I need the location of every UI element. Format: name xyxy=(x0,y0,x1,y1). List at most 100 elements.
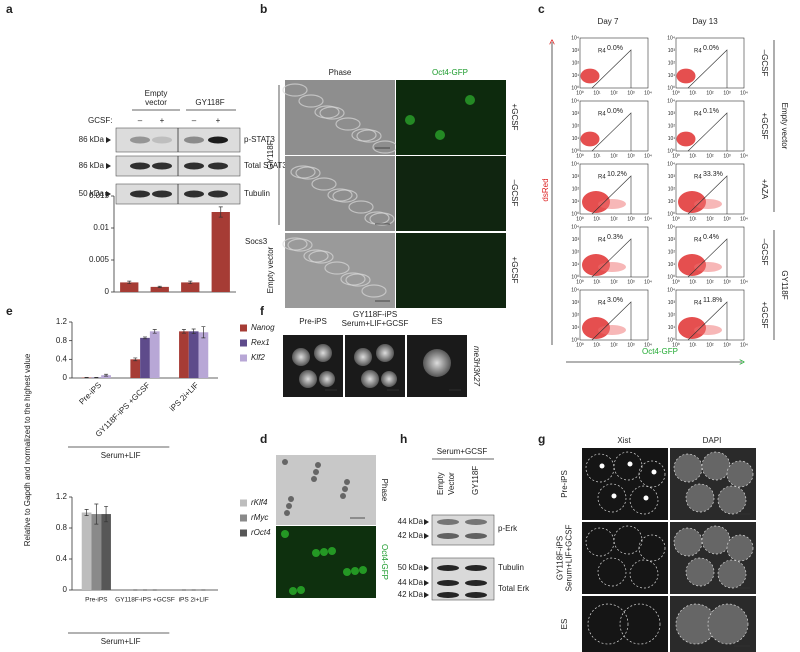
gfp-signal xyxy=(405,115,415,125)
x-tick-label: 10³ xyxy=(627,90,635,96)
x-tick-label: 10¹ xyxy=(689,153,697,159)
x-tick-label: 10² xyxy=(706,279,714,285)
texture xyxy=(282,83,308,97)
phase-image xyxy=(276,455,376,525)
x-tick-label: 10² xyxy=(706,216,714,222)
arrowhead xyxy=(424,533,429,539)
error-bar xyxy=(152,329,157,334)
x-tick-label: 10³ xyxy=(627,153,635,159)
percentage: 33.3% xyxy=(703,171,723,178)
panel-letter: g xyxy=(538,432,545,446)
group-label: Empty vector xyxy=(780,103,789,150)
condition-label: –GCSF xyxy=(760,239,769,266)
arrowhead xyxy=(106,191,111,197)
x-tick-label: 10⁰ xyxy=(576,279,584,285)
image-label: Phase xyxy=(380,479,389,502)
band xyxy=(465,592,487,598)
x-tick-label: GY118F-iPS +GCSF xyxy=(94,380,152,438)
gfp-image xyxy=(396,80,506,155)
x-tick-label: 10⁰ xyxy=(672,153,680,159)
legend-label: Rex1 xyxy=(251,338,270,347)
gate xyxy=(591,175,632,215)
gfp-signal xyxy=(320,548,328,556)
x-tick-label: 10² xyxy=(706,153,714,159)
percentage: 0.0% xyxy=(607,108,623,115)
bar xyxy=(140,337,150,378)
column-label: Phase xyxy=(329,68,352,77)
column-label: Pre-iPS xyxy=(299,317,327,326)
xist-spot xyxy=(627,461,633,467)
gate-label: R4 xyxy=(694,175,702,181)
y-tick-label: 10¹ xyxy=(572,73,580,79)
lane-label: GY118F xyxy=(471,466,480,495)
nucleus xyxy=(597,557,627,587)
percentage: 11.8% xyxy=(703,297,722,304)
column-label: Xist xyxy=(617,436,631,445)
y-tick-label: 10⁰ xyxy=(571,337,579,343)
error-bar xyxy=(94,503,99,525)
micrograph xyxy=(582,522,668,594)
y-tick-label: 10⁰ xyxy=(667,337,675,343)
row-label: Pre-iPS xyxy=(560,470,569,498)
x-tick-label: 10³ xyxy=(627,342,635,348)
gate-label: R4 xyxy=(694,112,702,118)
cell xyxy=(288,496,294,502)
band xyxy=(152,190,172,198)
nucleus xyxy=(376,344,394,362)
texture xyxy=(311,177,337,191)
size-marker: 42 kDa xyxy=(398,531,424,540)
error-bar xyxy=(84,509,89,516)
gate-label: R4 xyxy=(694,238,702,244)
event-cloud xyxy=(580,68,600,84)
nucleus xyxy=(673,527,703,557)
y-tick-label: 10⁰ xyxy=(571,85,579,91)
phase-image xyxy=(285,233,395,308)
bar xyxy=(101,514,111,590)
y-tick-label: 10³ xyxy=(572,174,580,180)
y-tick-label: 10³ xyxy=(572,237,580,243)
micrograph xyxy=(283,335,343,397)
legend-label: rOct4 xyxy=(251,528,271,537)
bar xyxy=(101,375,111,378)
nucleus xyxy=(638,460,666,488)
x-tick-label: 10¹ xyxy=(689,279,697,285)
xist-spot xyxy=(651,469,657,475)
x-tick-label: 10⁴ xyxy=(740,279,748,285)
texture xyxy=(324,261,350,275)
bar xyxy=(81,512,92,590)
blot xyxy=(431,514,495,546)
error-bar xyxy=(191,328,196,335)
lane-label: Vector xyxy=(447,472,456,495)
bar xyxy=(149,331,160,378)
condition-label: Serum+GCSF xyxy=(437,447,488,456)
legend-label: Nanog xyxy=(251,323,275,332)
group-label: GY118F xyxy=(780,270,789,299)
y-tick-label: 10³ xyxy=(572,300,580,306)
y-tick-label: 10⁴ xyxy=(571,98,579,104)
nucleus xyxy=(423,349,451,377)
sign: + xyxy=(160,116,165,125)
size-marker: 44 kDa xyxy=(398,517,424,526)
y-tick-label: 0.01 xyxy=(93,223,109,232)
y-tick-label: 10³ xyxy=(668,300,676,306)
y-tick-label: 10² xyxy=(572,249,580,255)
error-bar xyxy=(104,505,109,523)
gfp-signal xyxy=(297,586,305,594)
error-bar xyxy=(188,280,193,285)
y-tick-label: 10¹ xyxy=(668,136,676,142)
error-bar xyxy=(127,280,132,285)
gfp-image xyxy=(396,233,506,308)
row-label: ES xyxy=(560,619,569,630)
nucleus xyxy=(685,483,715,513)
column-label: Day 13 xyxy=(692,17,718,26)
condition-label: +AZA xyxy=(760,179,769,200)
x-tick-label: 10⁴ xyxy=(644,342,652,348)
y-tick-label: 10² xyxy=(668,312,676,318)
y-tick-label: 10³ xyxy=(668,237,676,243)
texture xyxy=(335,117,361,131)
y-tick-label: 10¹ xyxy=(572,136,580,142)
band xyxy=(465,519,487,525)
gate xyxy=(591,238,632,278)
y-tick-label: 10² xyxy=(668,123,676,129)
bar xyxy=(130,359,141,378)
